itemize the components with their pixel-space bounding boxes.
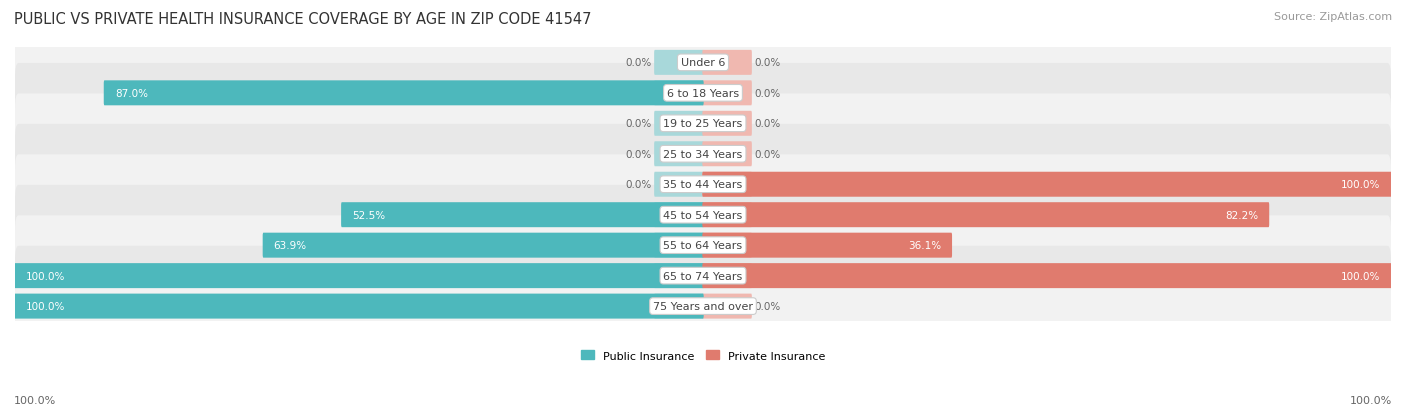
FancyBboxPatch shape [263, 233, 703, 258]
FancyBboxPatch shape [342, 203, 703, 228]
FancyBboxPatch shape [654, 233, 703, 258]
FancyBboxPatch shape [703, 233, 952, 258]
Text: Under 6: Under 6 [681, 58, 725, 68]
FancyBboxPatch shape [703, 172, 752, 197]
Text: 0.0%: 0.0% [626, 58, 651, 68]
FancyBboxPatch shape [654, 172, 703, 197]
FancyBboxPatch shape [654, 112, 703, 136]
Text: 0.0%: 0.0% [626, 150, 651, 159]
Text: 100.0%: 100.0% [14, 395, 56, 405]
FancyBboxPatch shape [703, 112, 752, 136]
Text: 0.0%: 0.0% [755, 301, 780, 311]
FancyBboxPatch shape [14, 263, 703, 288]
Text: 82.2%: 82.2% [1225, 210, 1258, 220]
Text: 0.0%: 0.0% [755, 89, 780, 99]
FancyBboxPatch shape [703, 51, 752, 76]
FancyBboxPatch shape [654, 142, 703, 167]
FancyBboxPatch shape [654, 51, 703, 76]
FancyBboxPatch shape [703, 142, 752, 167]
Text: 100.0%: 100.0% [1341, 271, 1381, 281]
Text: 63.9%: 63.9% [274, 241, 307, 251]
FancyBboxPatch shape [703, 294, 752, 319]
Text: 0.0%: 0.0% [755, 150, 780, 159]
Text: 36.1%: 36.1% [908, 241, 941, 251]
Text: 100.0%: 100.0% [25, 301, 65, 311]
FancyBboxPatch shape [654, 203, 703, 228]
Text: 0.0%: 0.0% [626, 180, 651, 190]
Text: Source: ZipAtlas.com: Source: ZipAtlas.com [1274, 12, 1392, 22]
Legend: Public Insurance, Private Insurance: Public Insurance, Private Insurance [576, 346, 830, 365]
Text: 6 to 18 Years: 6 to 18 Years [666, 89, 740, 99]
Text: 25 to 34 Years: 25 to 34 Years [664, 150, 742, 159]
FancyBboxPatch shape [703, 172, 1392, 197]
Text: 52.5%: 52.5% [352, 210, 385, 220]
FancyBboxPatch shape [703, 203, 752, 228]
FancyBboxPatch shape [15, 64, 1391, 123]
FancyBboxPatch shape [15, 94, 1391, 154]
FancyBboxPatch shape [703, 203, 1270, 228]
Text: 0.0%: 0.0% [755, 119, 780, 129]
FancyBboxPatch shape [14, 294, 703, 319]
FancyBboxPatch shape [654, 294, 703, 319]
Text: 65 to 74 Years: 65 to 74 Years [664, 271, 742, 281]
FancyBboxPatch shape [15, 185, 1391, 245]
Text: 75 Years and over: 75 Years and over [652, 301, 754, 311]
Text: 19 to 25 Years: 19 to 25 Years [664, 119, 742, 129]
Text: 100.0%: 100.0% [1350, 395, 1392, 405]
Text: 55 to 64 Years: 55 to 64 Years [664, 241, 742, 251]
Text: 0.0%: 0.0% [755, 58, 780, 68]
Text: PUBLIC VS PRIVATE HEALTH INSURANCE COVERAGE BY AGE IN ZIP CODE 41547: PUBLIC VS PRIVATE HEALTH INSURANCE COVER… [14, 12, 592, 27]
Text: 45 to 54 Years: 45 to 54 Years [664, 210, 742, 220]
FancyBboxPatch shape [104, 81, 703, 106]
FancyBboxPatch shape [654, 81, 703, 106]
FancyBboxPatch shape [703, 233, 752, 258]
FancyBboxPatch shape [15, 33, 1391, 93]
Text: 0.0%: 0.0% [626, 119, 651, 129]
Text: 35 to 44 Years: 35 to 44 Years [664, 180, 742, 190]
FancyBboxPatch shape [15, 155, 1391, 215]
Text: 100.0%: 100.0% [1341, 180, 1381, 190]
FancyBboxPatch shape [703, 263, 752, 288]
Text: 87.0%: 87.0% [115, 89, 148, 99]
FancyBboxPatch shape [15, 246, 1391, 306]
FancyBboxPatch shape [15, 216, 1391, 275]
FancyBboxPatch shape [703, 81, 752, 106]
FancyBboxPatch shape [654, 263, 703, 288]
FancyBboxPatch shape [15, 125, 1391, 184]
FancyBboxPatch shape [15, 277, 1391, 336]
Text: 100.0%: 100.0% [25, 271, 65, 281]
FancyBboxPatch shape [703, 263, 1392, 288]
